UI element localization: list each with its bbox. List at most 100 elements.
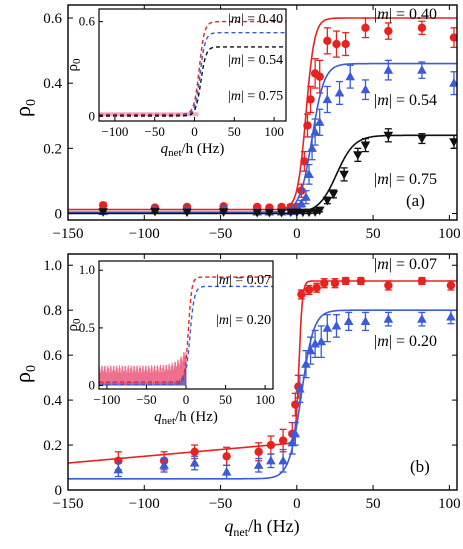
x-tick-label: 100 — [438, 496, 461, 512]
data-point — [150, 207, 160, 217]
data-point — [417, 134, 427, 144]
data-point — [296, 198, 307, 208]
y-tick-label: 0 — [55, 206, 63, 222]
data-point — [300, 157, 309, 166]
data-point — [190, 447, 199, 456]
x-tick-label: −50 — [209, 496, 232, 512]
inset-curve — [99, 20, 286, 116]
inset-series-label-m: m — [231, 53, 241, 68]
data-point — [360, 141, 371, 151]
x-tick-label: 0 — [293, 496, 301, 512]
inset-y-axis-sub: 0 — [71, 318, 83, 324]
data-point — [278, 455, 288, 465]
data-point — [322, 196, 333, 206]
y-tick-label: 0.6 — [43, 11, 62, 27]
y-tick-label: 1.0 — [43, 258, 62, 274]
y-tick-label: 0.8 — [43, 303, 62, 319]
data-point — [417, 23, 427, 33]
data-point — [320, 279, 329, 288]
data-point — [290, 428, 301, 438]
y-tick-label: 0 — [55, 483, 63, 499]
data-point — [113, 464, 124, 474]
data-point — [254, 447, 263, 456]
inset-series-label-bar-left: | — [216, 313, 219, 328]
series-label-value: | = 0.40 — [389, 6, 437, 23]
data-point — [252, 208, 262, 218]
data-point — [301, 192, 311, 201]
data-point — [334, 87, 345, 97]
data-point — [341, 276, 350, 286]
inset-series-label-m: m — [219, 313, 229, 328]
inset-y-tick-label: 0.6 — [79, 14, 96, 29]
inset-y-axis-title: ρ0 — [65, 318, 83, 332]
inset-y-axis-rho: ρ — [65, 64, 81, 72]
x-tick-label: 100 — [438, 226, 461, 242]
data-point — [449, 33, 457, 42]
inset-series-label-value: | = 0.75 — [241, 89, 283, 104]
data-point — [417, 65, 427, 74]
data-point — [316, 336, 327, 346]
inset-background — [99, 9, 286, 121]
y-tick-label: 0.6 — [43, 348, 62, 364]
series-label-bar-left: | — [374, 171, 377, 188]
data-point — [323, 36, 332, 46]
data-point — [356, 276, 366, 286]
inset-series-label-m: m — [231, 89, 241, 104]
x-tick-label: 50 — [366, 226, 381, 242]
inset-x-tick-label: 50 — [228, 124, 241, 139]
data-point — [218, 208, 229, 217]
series-label-bar-left: | — [374, 6, 377, 23]
x-tick-label: −50 — [209, 226, 232, 242]
inset-curve — [99, 276, 273, 383]
inset-series-label-bar-left: | — [228, 12, 231, 27]
series-label-m: m — [377, 6, 389, 23]
y-axis-rho: ρ — [10, 372, 35, 383]
data-point — [159, 460, 169, 469]
inset-frame — [98, 8, 287, 122]
data-point — [449, 78, 457, 87]
data-point — [330, 279, 340, 288]
inset-x-axis-q: q — [161, 141, 169, 157]
series-label-m: m — [377, 256, 389, 273]
y-axis-sub: 0 — [24, 99, 39, 106]
series-label-value: | = 0.20 — [389, 333, 437, 350]
data-point — [383, 314, 394, 323]
x-tick-label: −100 — [129, 496, 160, 512]
data-point — [312, 283, 321, 292]
inset-x-axis-rest: /h (Hz) — [175, 409, 218, 425]
data-point — [417, 314, 427, 323]
data-point — [360, 316, 371, 326]
ticks: −150 −100 −50 0 50 100 0 0.2 0.4 0.6 0.8 1.0 — [43, 254, 461, 512]
data-point — [304, 285, 314, 295]
data-point — [306, 95, 315, 104]
data-point — [305, 345, 316, 355]
data-point — [328, 190, 339, 199]
data-point — [285, 208, 296, 218]
inset-series-label-value: | = 0.20 — [229, 313, 271, 328]
series-label-value: | = 0.07 — [389, 256, 437, 273]
y-tick-label: 0.2 — [43, 141, 62, 157]
data-point — [315, 72, 324, 81]
series-label-value: | = 0.75 — [389, 171, 437, 188]
inset-x-tick-label: 0 — [183, 392, 190, 407]
series-label: |m| = 0.54 — [374, 92, 437, 109]
inset-x-axis-title: qnet/h (Hz) — [154, 409, 218, 427]
inset-x-tick-label: 100 — [264, 124, 284, 139]
data-point — [322, 94, 333, 104]
data-point — [295, 383, 305, 393]
fit-curve — [68, 309, 457, 480]
data-point — [98, 201, 108, 210]
data-point — [310, 127, 320, 136]
inset-y-tick-label: 0.5 — [79, 320, 95, 335]
inset-x-tick-label: −50 — [145, 124, 165, 139]
data-point — [353, 151, 363, 160]
x-axis-q: q — [224, 516, 233, 536]
inset-data — [99, 20, 286, 117]
inset-y-tick-label: 0 — [89, 108, 96, 123]
panel-label: (b) — [410, 457, 430, 476]
data-point — [345, 71, 356, 81]
inset-x-axis-q: q — [154, 409, 162, 425]
series-label: |m| = 0.20 — [374, 333, 437, 350]
data-point — [339, 170, 349, 180]
